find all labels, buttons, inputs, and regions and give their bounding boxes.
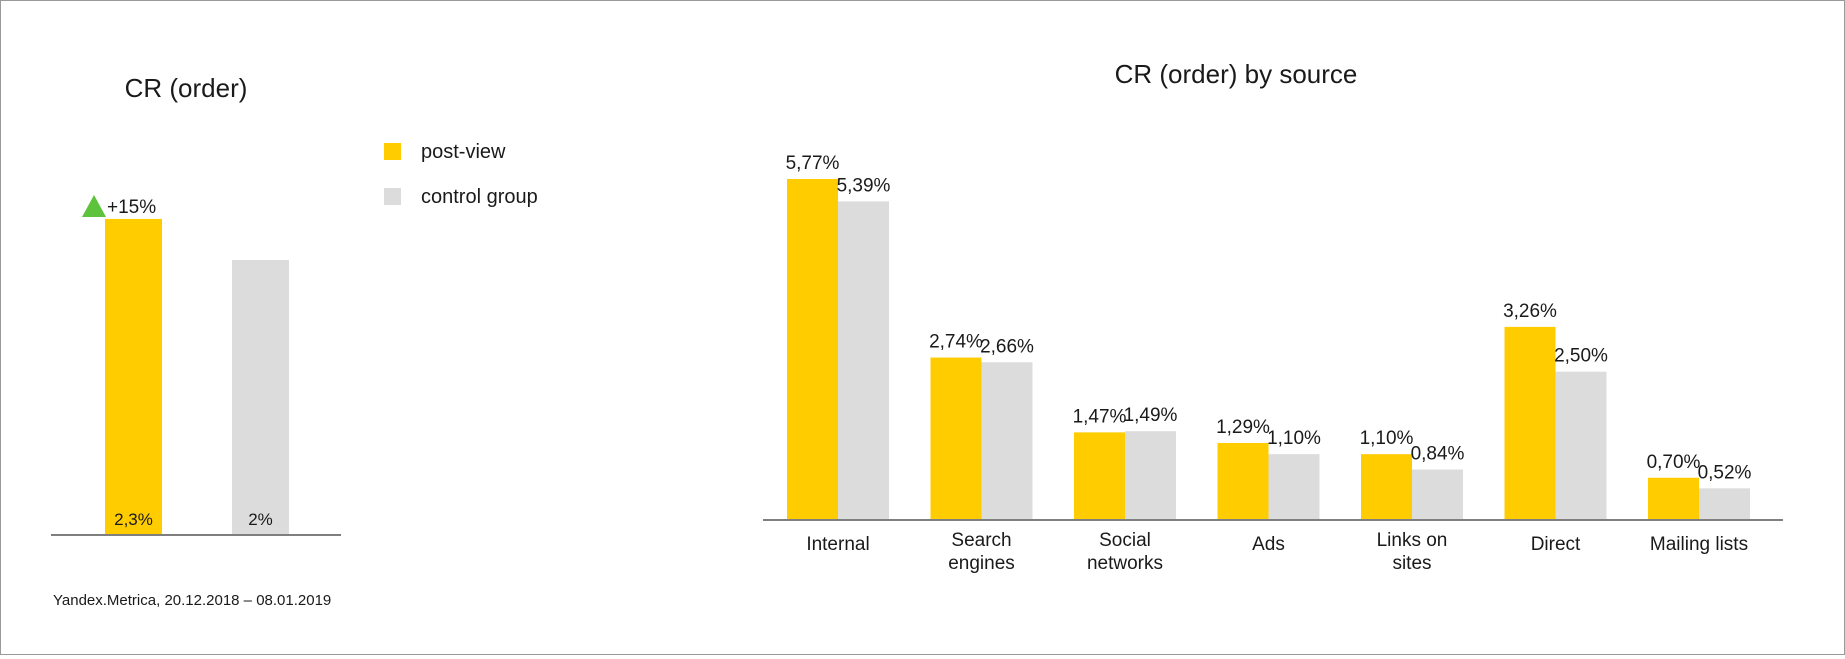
lift-annotation: +15% [107, 197, 156, 218]
bar-control-group [1412, 469, 1463, 519]
bar-value-label: 2,50% [1554, 346, 1608, 367]
x-tick-label: Links on [1377, 530, 1448, 551]
bar-control-group [1268, 454, 1320, 519]
legend-swatch-post-view [384, 143, 401, 160]
x-tick-label: Social [1099, 530, 1151, 551]
bar-value-label: 2% [248, 510, 273, 529]
bar-overall-post-view [105, 218, 162, 534]
bar-overall-control-group [232, 260, 289, 534]
bar-value-label: 1,10% [1267, 428, 1321, 449]
chart-title-overall: CR (order) [125, 73, 248, 103]
legend-swatch-control-group [384, 188, 401, 205]
bar-value-label: 2,74% [929, 332, 983, 353]
bar-value-label: 1,47% [1073, 406, 1127, 427]
x-tick-label: Ads [1252, 534, 1285, 555]
source-note: Yandex.Metrica, 20.12.2018 – 08.01.2019 [53, 592, 331, 609]
bar-value-label: 2,3% [114, 510, 153, 529]
bar-post-view [1361, 454, 1412, 519]
bar-value-label: 5,77% [786, 153, 840, 174]
x-tick-label: Mailing lists [1650, 534, 1748, 555]
x-tick-label: sites [1392, 553, 1431, 574]
bar-value-label: 1,49% [1124, 405, 1178, 426]
bar-value-label: 0,52% [1698, 462, 1752, 483]
bar-post-view [1074, 432, 1125, 519]
bar-post-view [787, 179, 838, 519]
bar-control-group [1555, 371, 1607, 519]
bar-value-label: 3,26% [1503, 301, 1557, 322]
x-tick-label: Search [951, 530, 1011, 551]
bar-value-label: 0,70% [1647, 452, 1701, 473]
x-tick-label: Internal [806, 534, 869, 555]
bar-value-label: 1,29% [1216, 417, 1270, 438]
up-triangle-icon [82, 194, 106, 217]
bar-value-label: 0,84% [1411, 444, 1465, 465]
legend-label: post-view [421, 141, 506, 163]
bar-post-view [1648, 477, 1699, 519]
bar-post-view [930, 357, 982, 519]
bar-value-label: 2,66% [980, 336, 1034, 357]
bar-control-group [838, 201, 889, 520]
bar-control-group [1125, 431, 1176, 519]
bar-value-label: 5,39% [837, 175, 891, 196]
bar-value-label: 1,10% [1360, 428, 1414, 449]
bar-post-view [1217, 442, 1269, 519]
x-tick-label: networks [1087, 553, 1163, 574]
legend-label: control group [421, 186, 538, 208]
bar-control-group [981, 362, 1033, 519]
x-tick-label: Direct [1531, 534, 1581, 555]
bar-post-view [1504, 326, 1556, 519]
x-tick-label: engines [948, 553, 1015, 574]
bar-control-group [1699, 488, 1750, 519]
chart-title-by-source: CR (order) by source [1115, 59, 1358, 89]
